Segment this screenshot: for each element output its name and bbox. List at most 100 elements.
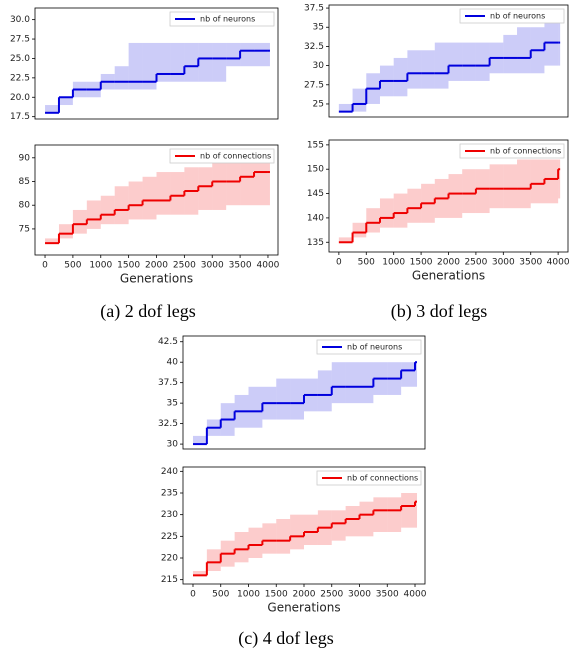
x-tick-label: 1500 (410, 258, 433, 268)
x-tick-label: 4000 (257, 261, 280, 271)
legend-box (169, 148, 275, 164)
y-tick-label: 27.5 (304, 80, 324, 90)
band (290, 514, 304, 550)
band (544, 159, 559, 204)
y-tick-label: 90 (19, 153, 31, 163)
band (254, 162, 268, 206)
band (212, 162, 227, 210)
band (206, 549, 221, 571)
band (415, 493, 418, 528)
x-tick-label: 500 (358, 258, 375, 268)
x-tick-label: 500 (212, 590, 229, 600)
x-tick-label: 1000 (382, 258, 405, 268)
x-tick-label: 0 (42, 261, 48, 271)
band (366, 208, 380, 233)
band (45, 238, 59, 244)
x-tick-label: 2000 (437, 258, 460, 268)
legend-box (169, 11, 275, 27)
y-tick-label: 27.5 (10, 35, 30, 45)
legend-box (316, 339, 422, 355)
band (345, 362, 360, 404)
y-tick-label: 40 (167, 358, 179, 368)
caption: (a) 2 dof legs (100, 301, 195, 322)
y-tick-label: 85 (19, 177, 30, 187)
x-tick-label: 3000 (201, 261, 224, 271)
band (254, 42, 268, 67)
band (234, 532, 249, 563)
band (387, 497, 402, 532)
x-tick-label: 2500 (320, 590, 343, 600)
band (170, 42, 185, 82)
band (503, 34, 518, 74)
x-tick-label: 4000 (547, 258, 570, 268)
band (421, 50, 435, 89)
plot-frame (182, 335, 426, 450)
band (248, 527, 263, 558)
band (114, 66, 129, 90)
band (345, 506, 360, 537)
band (475, 42, 490, 81)
band (267, 42, 270, 67)
x-tick-label: 3500 (376, 590, 399, 600)
band (304, 514, 318, 545)
x-tick-label: 3500 (519, 258, 542, 268)
x-tick-label: 2500 (464, 258, 487, 268)
x-tick-label: 3000 (492, 258, 515, 268)
caption: (b) 3 dof legs (391, 301, 487, 322)
x-tick-label: 2500 (173, 261, 196, 271)
x-tick-label: 4000 (404, 590, 427, 600)
band (434, 42, 449, 89)
plot-frame (328, 4, 569, 118)
y-tick-label: 32.5 (158, 419, 178, 429)
band (489, 164, 504, 209)
band (240, 162, 255, 206)
band (156, 172, 171, 215)
y-tick-label: 80 (19, 201, 31, 211)
x-axis-label: Generations (412, 269, 485, 283)
band (198, 167, 213, 210)
band (276, 519, 291, 554)
band (448, 174, 463, 218)
y-tick-label: 215 (161, 575, 178, 585)
band (503, 164, 518, 209)
legend-box (459, 8, 565, 24)
y-tick-label: 140 (307, 213, 324, 223)
band (86, 200, 101, 229)
legend-box (459, 143, 565, 159)
legend-label: nb of connections (347, 474, 418, 483)
band (401, 362, 416, 387)
band (462, 169, 476, 214)
band (248, 386, 263, 428)
y-tick-label: 145 (307, 189, 324, 199)
band (226, 162, 241, 206)
band (517, 159, 531, 209)
band (142, 42, 157, 90)
x-tick-label: 3000 (348, 590, 371, 600)
band (262, 523, 277, 554)
y-tick-label: 17.5 (10, 112, 30, 122)
y-tick-label: 37.5 (158, 378, 178, 388)
x-axis-label: Generations (267, 601, 340, 615)
y-tick-label: 32.5 (304, 42, 324, 52)
band (58, 97, 73, 106)
y-tick-label: 20.0 (10, 93, 30, 103)
legend-box (316, 470, 422, 486)
y-tick-label: 150 (307, 165, 324, 175)
x-tick-label: 0 (336, 258, 342, 268)
band (128, 42, 143, 90)
x-tick-label: 1000 (89, 261, 112, 271)
band (58, 224, 73, 239)
band (393, 57, 408, 97)
band (267, 162, 270, 206)
y-tick-label: 135 (307, 238, 324, 248)
y-tick-label: 35 (167, 399, 178, 409)
y-tick-label: 30 (167, 440, 179, 450)
y-tick-label: 75 (19, 224, 30, 234)
band (352, 222, 367, 238)
band (317, 370, 332, 412)
band (114, 186, 129, 225)
caption: (c) 4 dof legs (238, 628, 333, 649)
band (45, 105, 59, 113)
